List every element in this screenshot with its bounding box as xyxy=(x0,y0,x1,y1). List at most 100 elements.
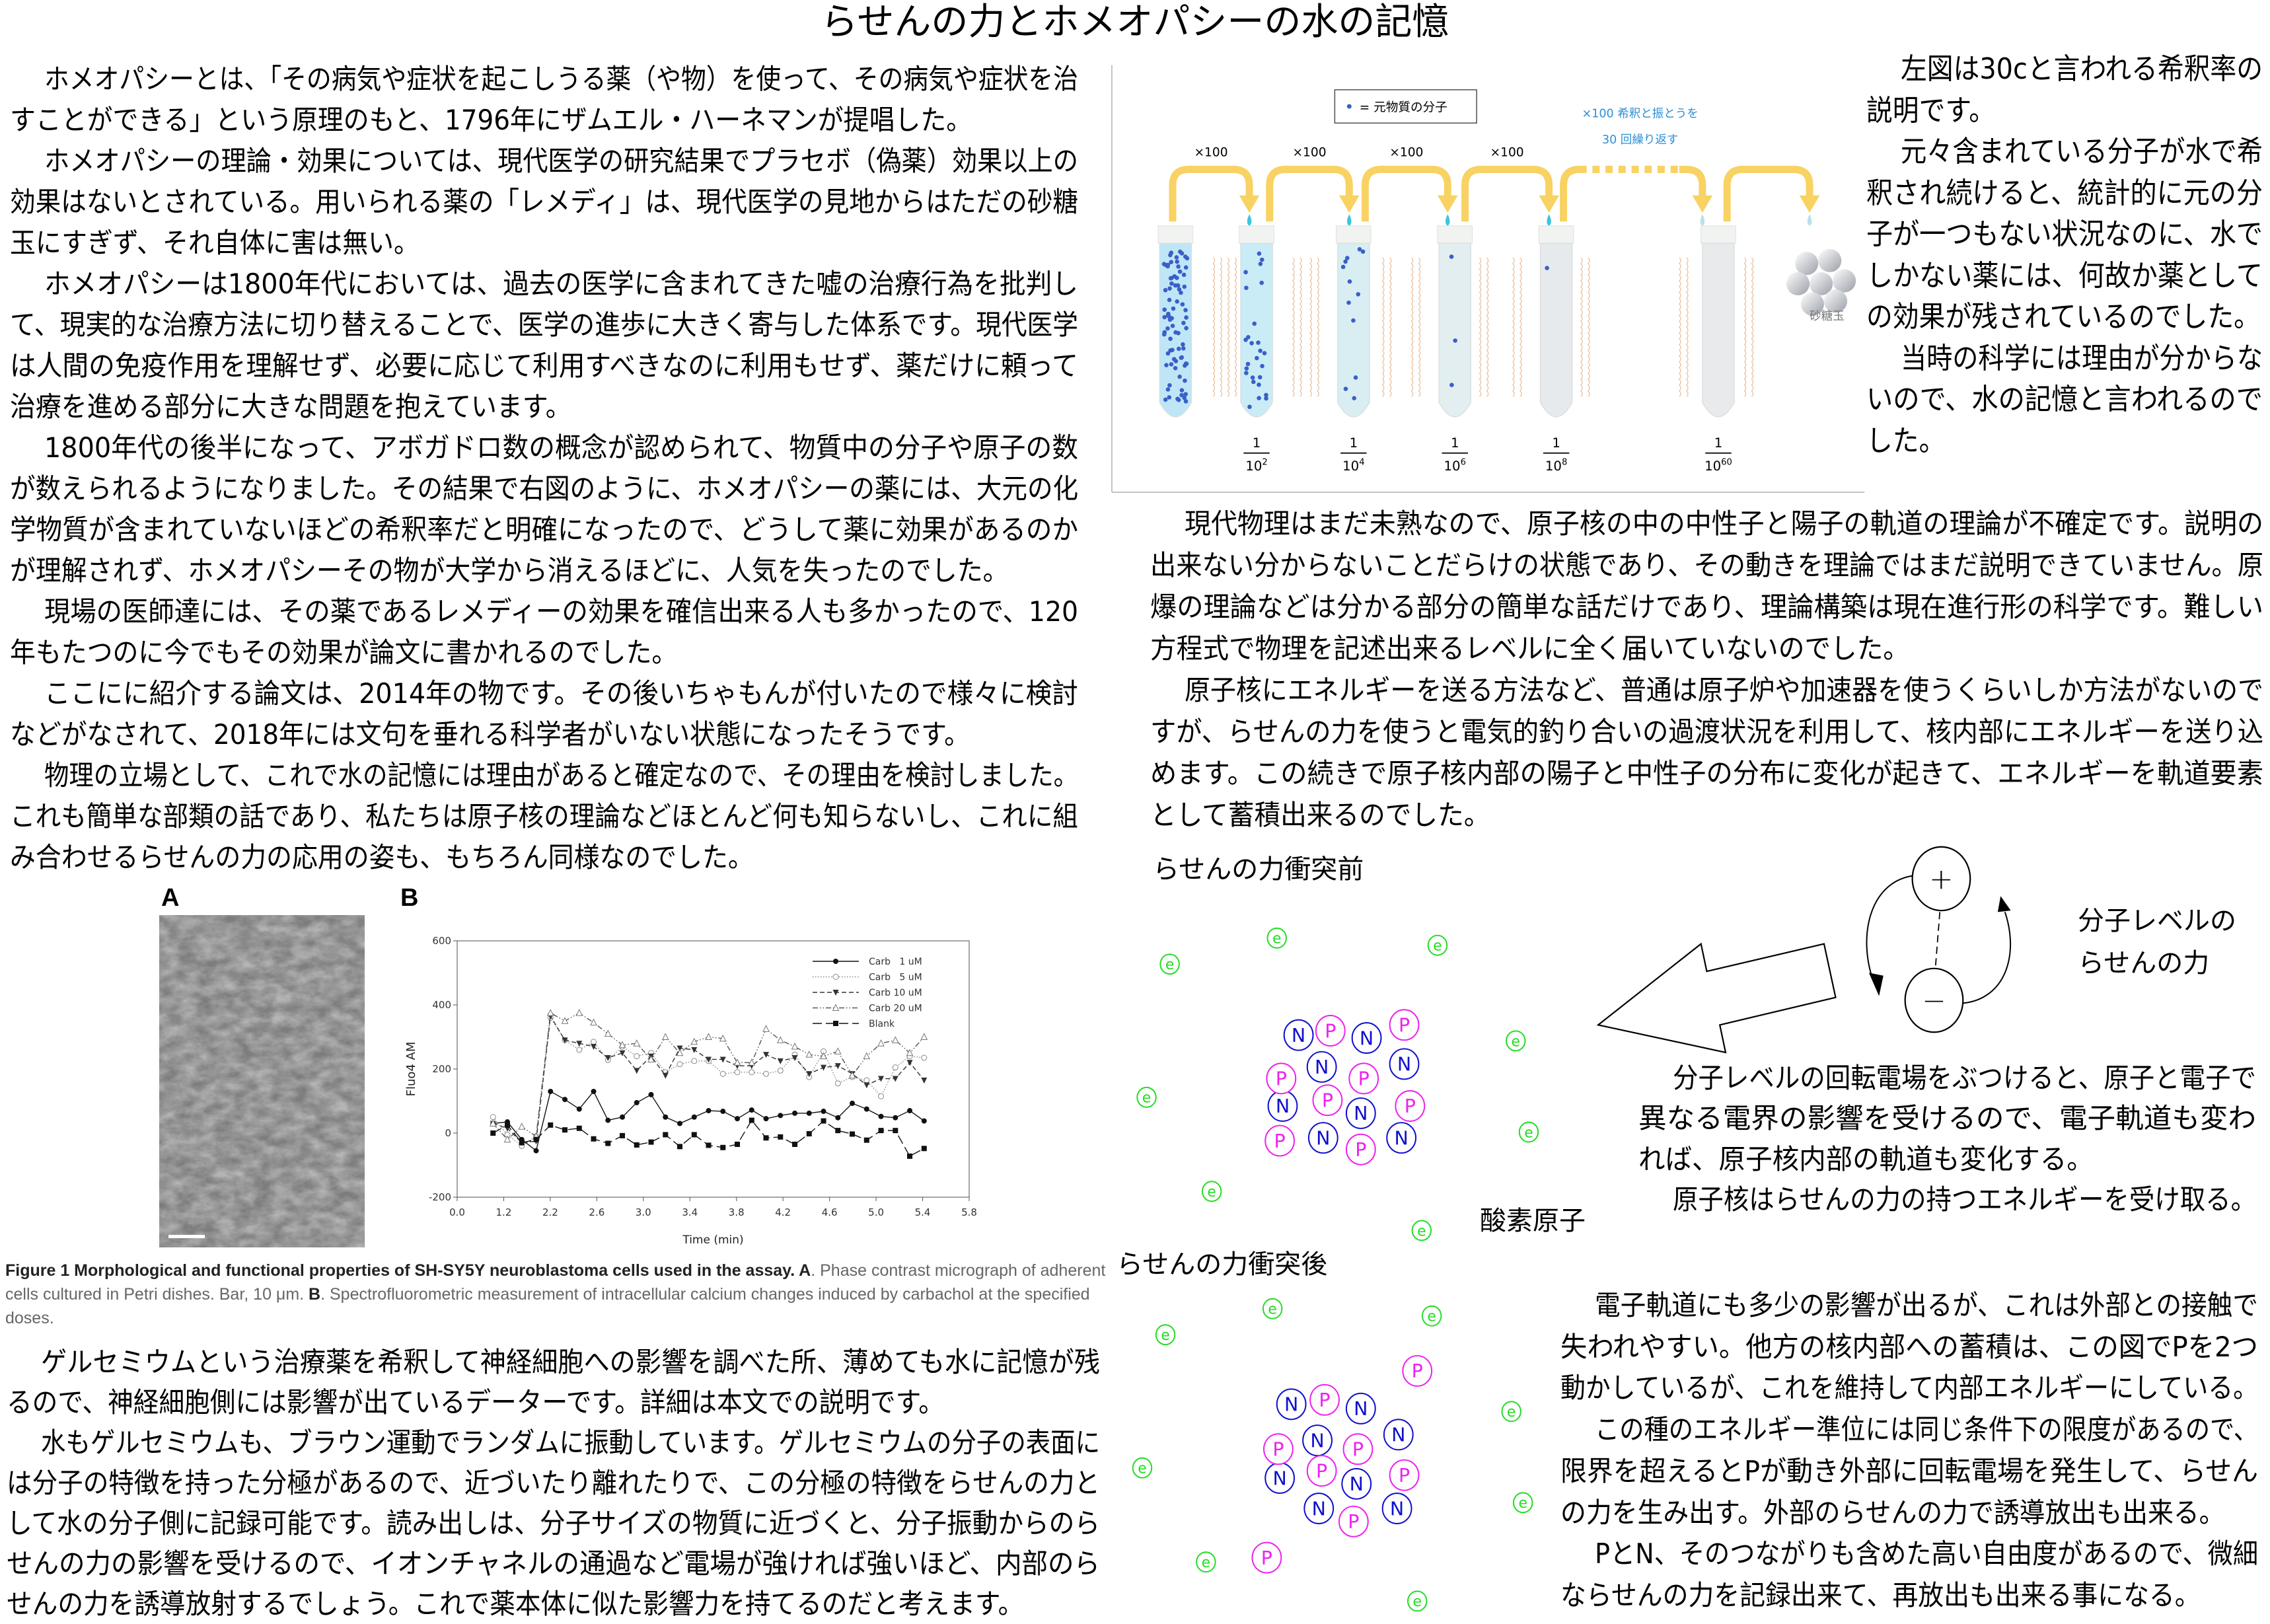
molecule-dot xyxy=(1165,326,1170,331)
vibration-wave xyxy=(1751,257,1754,397)
dilution-arrow xyxy=(1169,165,1253,222)
vibration-wave xyxy=(1686,257,1689,397)
molecule-dot xyxy=(1161,262,1167,267)
paragraph: 原子核はらせんの力の持つエネルギーを受け取る。 xyxy=(1638,1179,2256,1220)
molecule-dot xyxy=(1257,383,1261,387)
molecule-dot xyxy=(1163,262,1168,268)
molecule-dot xyxy=(1258,262,1263,266)
electron xyxy=(1407,1590,1428,1612)
paragraph: ホメオパシーの理論・効果については、現代医学の研究結果でプラセボ（偽薬）効果以上… xyxy=(10,141,1078,264)
molecule-dot xyxy=(1163,397,1168,402)
vibration-wave xyxy=(1381,257,1385,397)
text-line-content: て、現実的な治療方法に切り替えることで、医学の進歩に大きく寄与した体系です。現代… xyxy=(10,309,1078,341)
molecule-dot xyxy=(1184,315,1189,320)
x-tick-label: 5.4 xyxy=(915,1206,931,1218)
data-point xyxy=(907,1108,913,1114)
data-point xyxy=(490,1130,496,1136)
text-line-content: ホメオパシーとは、「その病気や症状を起こしうる薬（や物）を使って、その病気や症状… xyxy=(44,63,1078,95)
text-line: 治療を進める部分に大きな問題を抱えています。 xyxy=(10,387,1078,427)
text-line: 水もゲルセミウムも、ブラウン運動でランダムに振動しています。ゲルセミウムの分子の… xyxy=(7,1422,1100,1463)
dilution-arrow xyxy=(1461,165,1553,222)
molecule-dot xyxy=(1184,361,1189,366)
text-line: 動かしているが、これを維持して内部エネルギーにしている。 xyxy=(1560,1368,2258,1409)
fraction-numerator: 1 xyxy=(1451,435,1459,451)
molecule-dot xyxy=(1165,264,1170,269)
intro-text: ホメオパシーとは、「その病気や症状を起こしうる薬（や物）を使って、その病気や症状… xyxy=(10,59,1078,878)
electron xyxy=(1518,1121,1539,1143)
neutron-label: N xyxy=(1354,1398,1368,1420)
proton xyxy=(1338,1505,1369,1537)
before-collision-label: らせんの力衝突前 xyxy=(1153,854,1364,885)
exponent: 4 xyxy=(1359,457,1364,467)
molecule-dot xyxy=(1257,251,1262,256)
molecule-dot xyxy=(1165,387,1171,392)
water-drop-icon xyxy=(1247,214,1252,226)
series-line xyxy=(493,1090,925,1152)
paragraph: 物理の立場として、これで水の記憶には理由があると確定なので、その理由を検討しまし… xyxy=(10,755,1078,878)
molecule-dot xyxy=(1347,279,1352,284)
neutron-label: N xyxy=(1312,1498,1326,1520)
data-point xyxy=(792,1141,798,1147)
text-line: ゲルセミウムという治療薬を希釈して神経細胞への影響を調べた所、薄めても水に記憶が… xyxy=(7,1342,1100,1382)
paragraph: ホメオパシーとは、「その病気や症状を起こしうる薬（や物）を使って、その病気や症状… xyxy=(10,59,1078,141)
x-tick-label: 4.2 xyxy=(775,1206,791,1218)
electron-label: e xyxy=(1433,938,1442,955)
paragraph: この種のエネルギー準位には同じ条件下の限度があるので、 限界を超えるとPが動き外部… xyxy=(1560,1409,2258,1533)
text-line-content: しかない薬には、何故か薬として xyxy=(1866,258,2263,293)
text-line: として蓄積出来るのでした。 xyxy=(1150,794,2263,836)
molecule-dot xyxy=(1184,326,1189,330)
molecule-dot xyxy=(1173,365,1178,371)
text-line-content: ここにに紹介する論文は、2014年の物です。その後いちゃもんが付いたので様々に検… xyxy=(44,677,1078,710)
molecule-dot xyxy=(1168,252,1173,258)
x-tick-label: 2.6 xyxy=(589,1206,604,1218)
molecule-dot xyxy=(1171,357,1177,361)
molecule-dot xyxy=(1169,276,1174,281)
vibration-wave xyxy=(1479,257,1482,397)
neutron xyxy=(1341,1467,1372,1500)
molecule-dot xyxy=(1172,274,1177,279)
text-line-content: 原子核はらせんの力の持つエネルギーを受け取る。 xyxy=(1673,1183,2256,1216)
molecule-dot xyxy=(1165,262,1171,268)
test-tube-rim xyxy=(1437,225,1473,244)
molecule-dot xyxy=(1340,264,1346,270)
molecule-dot xyxy=(1264,396,1268,401)
text-line-content: せんの力の影響を受けるので、イオンチャネルの通過など電場が強ければ強いほど、内部… xyxy=(7,1547,1100,1580)
data-point xyxy=(519,1140,525,1146)
proton xyxy=(1312,1084,1343,1117)
molecule-dot xyxy=(1162,330,1167,335)
molecule-dot xyxy=(1251,379,1256,385)
x-tick-label: 1.2 xyxy=(496,1206,512,1218)
text-line: 物理の立場として、これで水の記憶には理由があると確定なので、その理由を検討しまし… xyxy=(10,755,1078,796)
text-line: は人間の免疫作用を理解せず、必要に応じて利用すべきなのに利用もせず、薬だけに頼っ… xyxy=(10,346,1078,387)
molecule-dot xyxy=(1181,272,1187,277)
arrowhead-up-icon xyxy=(1997,896,2011,912)
data-point xyxy=(863,1106,869,1112)
caption-bold-2: B xyxy=(309,1285,321,1304)
data-point xyxy=(661,1033,669,1040)
data-point xyxy=(805,1051,813,1058)
vibration-wave xyxy=(1410,257,1414,397)
sugar-pill xyxy=(1833,269,1856,293)
data-point xyxy=(546,1009,554,1016)
data-point xyxy=(720,1144,726,1150)
vibration-wave xyxy=(1234,257,1237,397)
text-line-content: 爆の理論などは分かる部分の簡単な話だけであり、理論構築は現在進行形の科学です。難… xyxy=(1150,591,2263,623)
x-tick-label: 0.0 xyxy=(449,1206,465,1218)
text-line: 失われやすい。他方の核内部への蓄積は、この図でPを2つ xyxy=(1560,1327,2258,1368)
data-point xyxy=(748,1058,756,1066)
series-4: Blank xyxy=(490,1019,927,1159)
neutron xyxy=(1386,1122,1417,1154)
electron xyxy=(1262,1298,1283,1319)
vibration-wave xyxy=(1212,257,1216,397)
molecule-dot xyxy=(1169,281,1174,286)
molecule-dot xyxy=(1255,355,1259,361)
molecule-dot xyxy=(1177,287,1182,292)
text-line-content: は人間の免疫作用を理解せず、必要に応じて利用すべきなのに利用もせず、薬だけに頼っ… xyxy=(10,350,1078,382)
molecule-dot xyxy=(1183,399,1189,404)
molecule-dot xyxy=(1183,392,1188,396)
text-line: 原子核にエネルギーを送る方法など、普通は原子炉や加速器を使うくらいしか方法がない… xyxy=(1150,669,2263,711)
molecule-dot xyxy=(1180,302,1185,307)
text-line: すが、らせんの力を使うと電気的釣り合いの過渡状況を利用して、核内部にエネルギーを… xyxy=(1150,711,2263,753)
vibration-wave xyxy=(1580,257,1583,397)
test-tube xyxy=(1539,242,1573,418)
